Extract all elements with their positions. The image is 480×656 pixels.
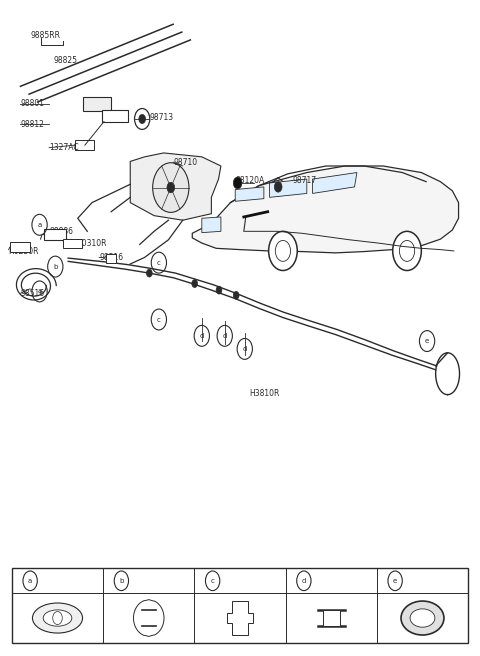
Text: 98812: 98812: [21, 119, 44, 129]
Text: 81199: 81199: [223, 578, 246, 584]
FancyBboxPatch shape: [75, 140, 95, 150]
Text: 9885RR: 9885RR: [30, 31, 60, 40]
Text: 98516: 98516: [21, 289, 45, 298]
Circle shape: [216, 286, 222, 294]
Text: 98940C: 98940C: [41, 578, 69, 584]
Text: d: d: [302, 578, 306, 584]
Circle shape: [393, 232, 421, 270]
Text: 98713: 98713: [149, 113, 173, 121]
FancyBboxPatch shape: [63, 239, 82, 249]
Circle shape: [233, 177, 242, 189]
Text: d: d: [200, 333, 204, 339]
Circle shape: [146, 269, 152, 277]
Text: 98717: 98717: [292, 176, 317, 185]
Text: b: b: [53, 264, 58, 270]
Text: d: d: [223, 333, 227, 339]
Ellipse shape: [410, 609, 435, 627]
Text: a: a: [28, 578, 32, 584]
Text: 98801: 98801: [21, 100, 45, 108]
Text: 98710: 98710: [173, 157, 197, 167]
Polygon shape: [235, 187, 264, 201]
Text: c: c: [157, 260, 161, 266]
Text: b: b: [119, 578, 123, 584]
Text: e: e: [393, 578, 397, 584]
Text: 98516: 98516: [99, 253, 123, 262]
Polygon shape: [202, 217, 221, 233]
Text: H3810R: H3810R: [250, 389, 280, 398]
Polygon shape: [270, 179, 307, 197]
Text: 98893B: 98893B: [406, 578, 434, 584]
Text: a: a: [37, 289, 42, 295]
FancyBboxPatch shape: [107, 253, 116, 262]
Text: 98120A: 98120A: [235, 176, 264, 185]
Polygon shape: [312, 173, 357, 194]
FancyBboxPatch shape: [83, 96, 111, 111]
Polygon shape: [133, 600, 164, 636]
FancyBboxPatch shape: [323, 610, 340, 626]
Ellipse shape: [33, 603, 83, 633]
Circle shape: [269, 232, 297, 270]
Text: a: a: [37, 222, 42, 228]
Polygon shape: [130, 153, 221, 220]
Circle shape: [233, 291, 239, 299]
Text: c: c: [157, 316, 161, 323]
Text: e: e: [425, 338, 429, 344]
Circle shape: [192, 279, 198, 287]
Text: 98951: 98951: [132, 578, 155, 584]
Text: H0250R: H0250R: [9, 247, 39, 256]
Circle shape: [53, 611, 62, 625]
Text: 98886: 98886: [49, 227, 73, 236]
FancyBboxPatch shape: [44, 229, 66, 241]
FancyBboxPatch shape: [10, 242, 30, 251]
Text: 1327AC: 1327AC: [49, 143, 79, 152]
Polygon shape: [192, 166, 458, 253]
Text: c: c: [211, 578, 215, 584]
FancyBboxPatch shape: [12, 568, 468, 643]
Text: H0310R: H0310R: [76, 239, 107, 247]
Ellipse shape: [401, 601, 444, 635]
Circle shape: [275, 182, 282, 192]
Ellipse shape: [43, 610, 72, 626]
Polygon shape: [227, 601, 253, 635]
Circle shape: [153, 163, 189, 213]
Text: 98825: 98825: [54, 56, 78, 65]
FancyBboxPatch shape: [102, 110, 128, 122]
Circle shape: [167, 182, 175, 193]
Text: d: d: [242, 346, 247, 352]
Text: 98661G: 98661G: [314, 578, 343, 584]
Circle shape: [139, 114, 145, 123]
